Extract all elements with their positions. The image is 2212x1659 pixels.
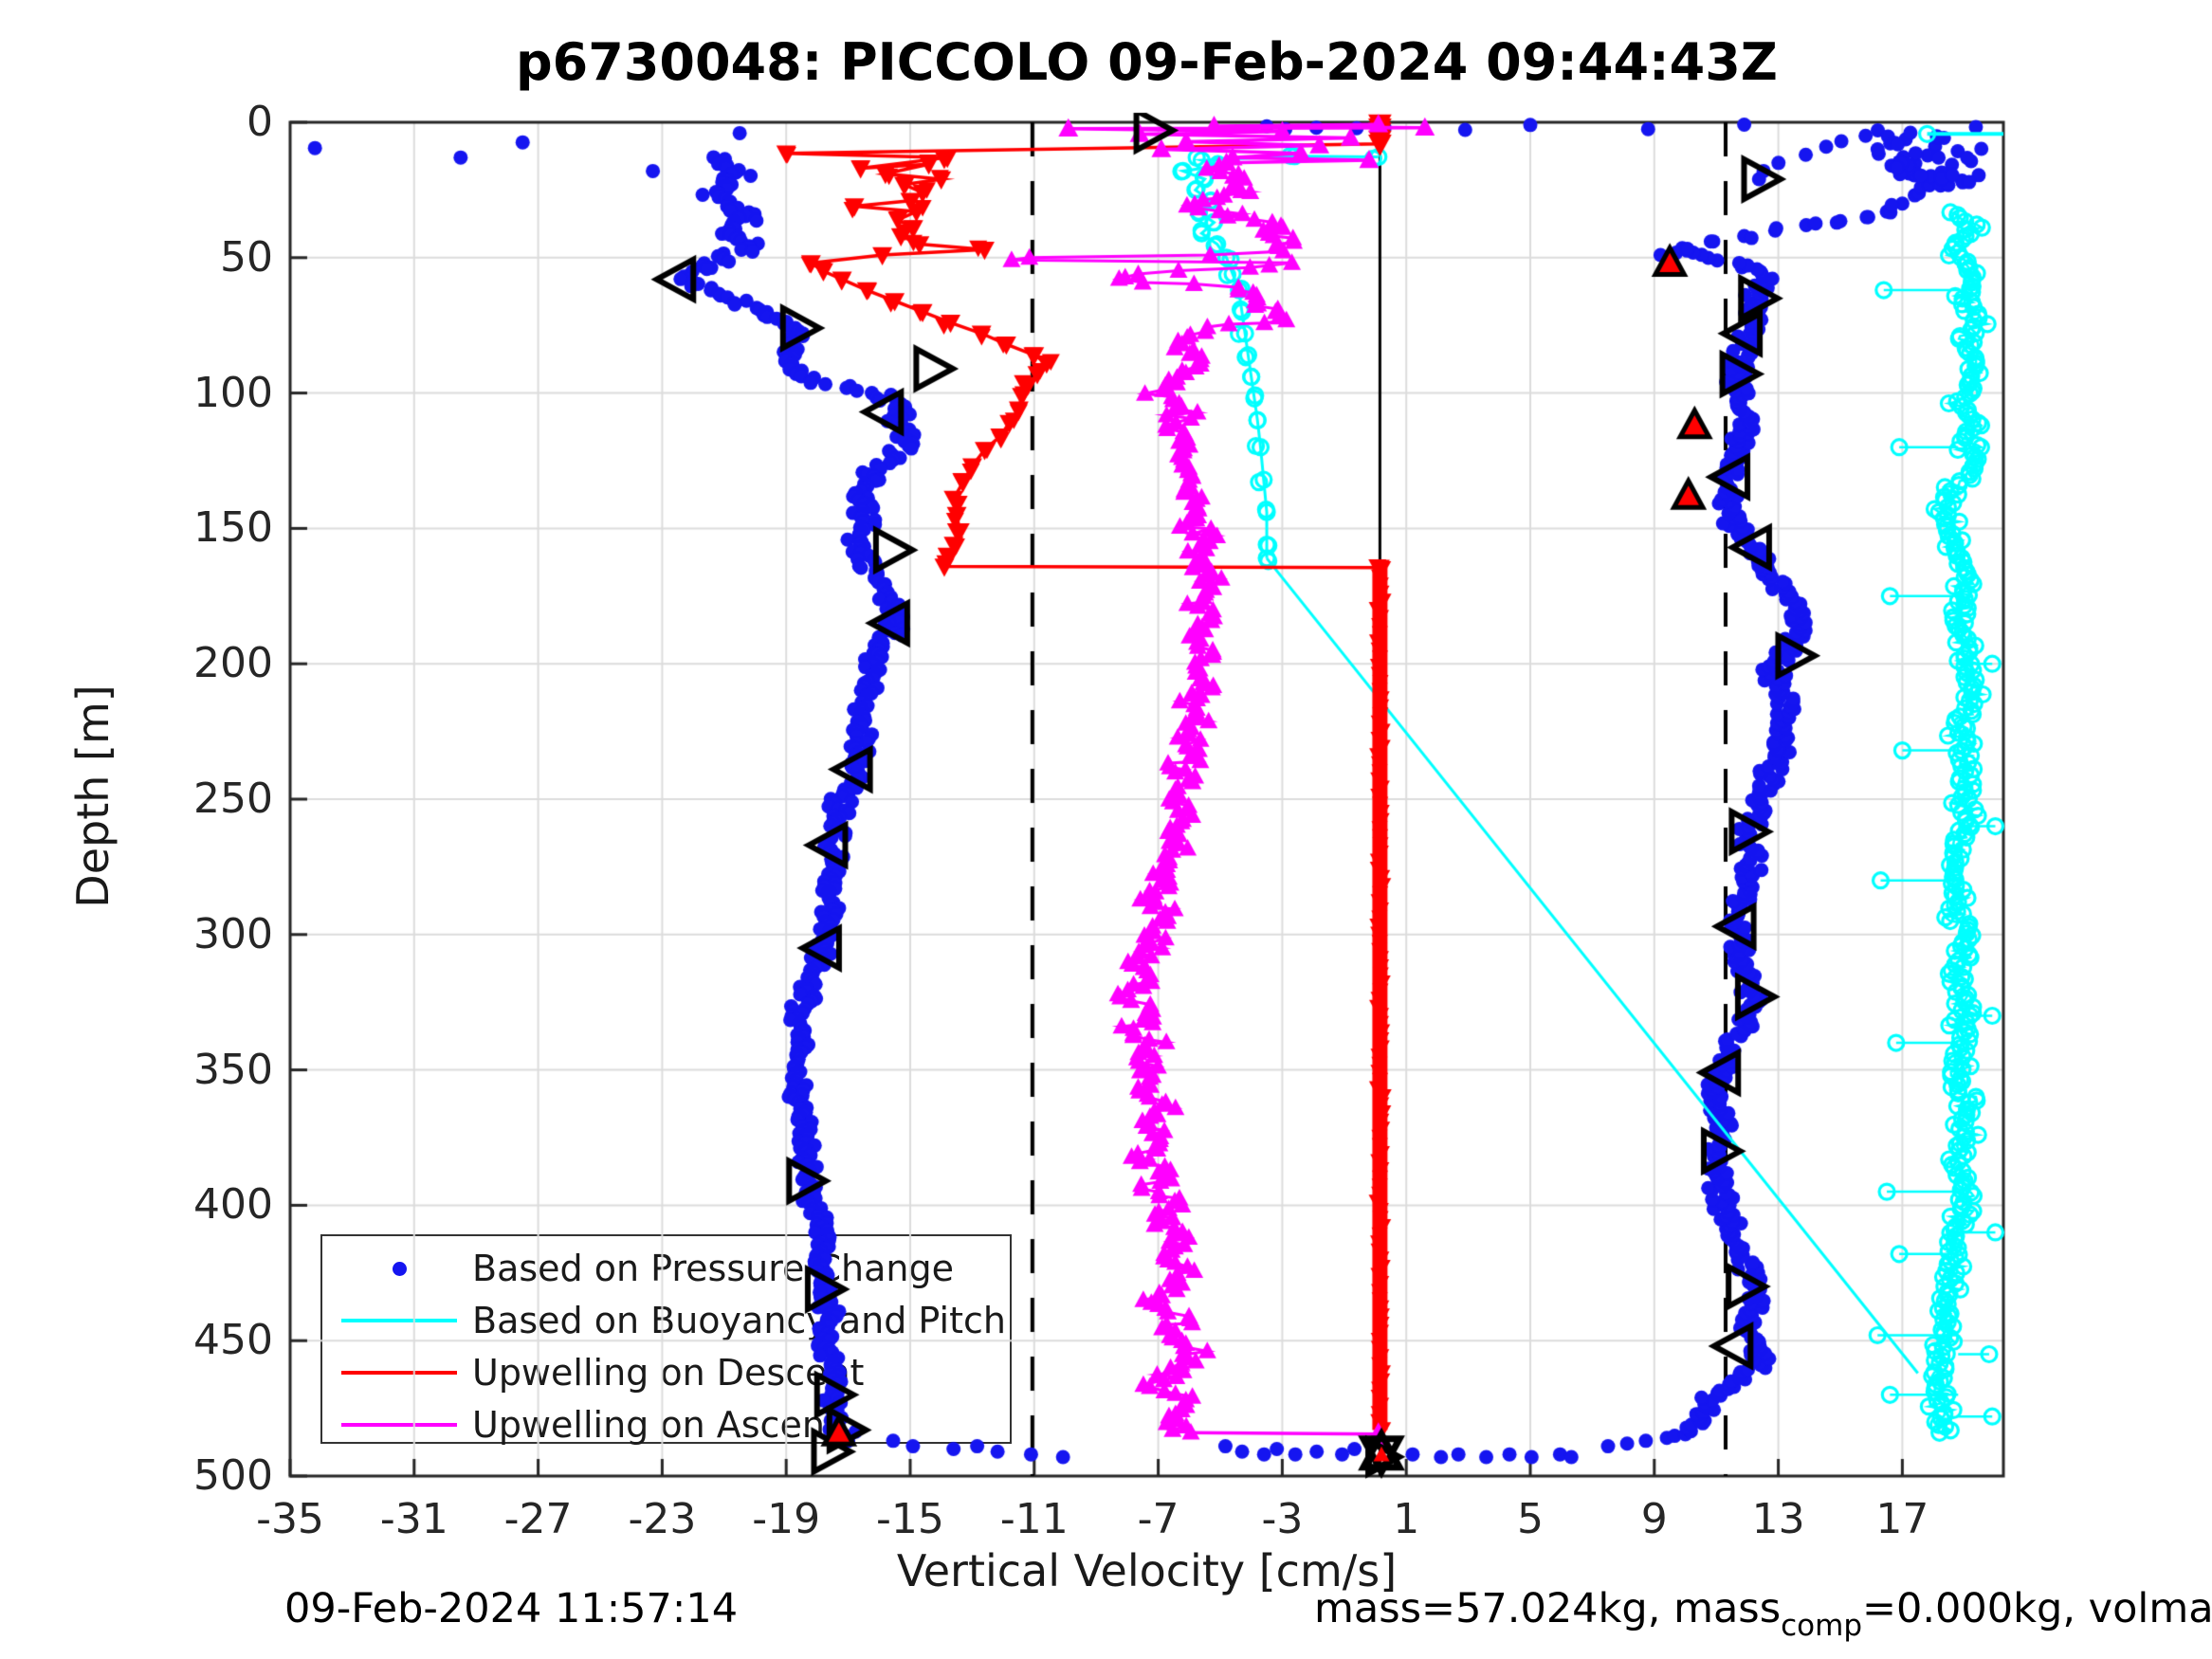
mass-info-text: mass=57.024kg, masscomp=0.000kg, volmax [1314,1585,2212,1643]
x-tick-label: -31 [379,1495,448,1543]
x-tick-label: -11 [999,1495,1069,1543]
y-tick-label: 250 [193,775,273,823]
x-tick-label: -19 [752,1495,821,1543]
x-tick-label: 5 [1516,1495,1544,1543]
y-tick-label: 200 [193,639,273,688]
y-tick-label: 100 [193,368,273,417]
x-tick-label: -7 [1137,1495,1179,1543]
x-tick-label: -35 [256,1495,324,1543]
y-axis-label: Depth [m] [67,684,119,908]
x-tick-label: 13 [1751,1495,1805,1543]
x-tick-label: 17 [1875,1495,1929,1543]
y-tick-label: 450 [193,1316,273,1365]
mass-text-pre: mass=57.024kg, mass [1314,1585,1782,1632]
x-tick-label: 9 [1640,1495,1668,1543]
mass-text-subscript: comp [1781,1609,1862,1643]
y-tick-label: 500 [193,1451,273,1500]
x-tick-label: -15 [876,1495,944,1543]
plot-title: p6730048: PICCOLO 09-Feb-2024 09:44:43Z [516,32,1778,92]
y-tick-label: 150 [193,503,273,553]
x-tick-label: -3 [1261,1495,1304,1543]
y-tick-label: 400 [193,1180,273,1230]
y-tick-label: 300 [193,909,273,958]
x-tick-label: -27 [503,1495,573,1543]
x-axis-label: Vertical Velocity [cm/s] [896,1545,1398,1596]
x-tick-label: -23 [628,1495,697,1543]
y-tick-label: 50 [220,232,273,282]
timestamp-text: 09-Feb-2024 11:57:14 [284,1585,739,1632]
y-tick-label: 350 [193,1045,273,1094]
x-tick-label: 1 [1393,1495,1420,1543]
y-tick-label: 0 [247,98,273,146]
mass-text-post: =0.000kg, volmax [1862,1585,2212,1632]
